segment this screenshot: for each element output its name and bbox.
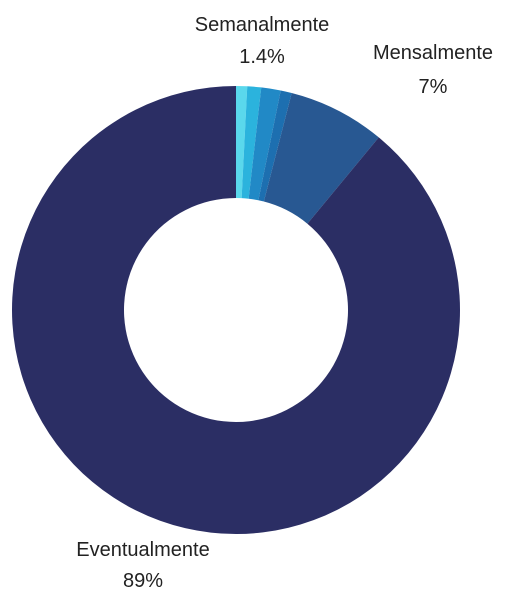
label-semanalmente-value: 1.4% (239, 46, 285, 68)
donut-slices (12, 86, 460, 534)
label-mensalmente-name: Mensalmente (373, 42, 493, 64)
label-eventualmente-name: Eventualmente (76, 539, 209, 561)
donut-slice-eventualmente (12, 86, 460, 534)
label-mensalmente-value: 7% (419, 76, 448, 98)
label-eventualmente-value: 89% (123, 570, 163, 590)
label-semanalmente-name: Semanalmente (195, 14, 330, 36)
